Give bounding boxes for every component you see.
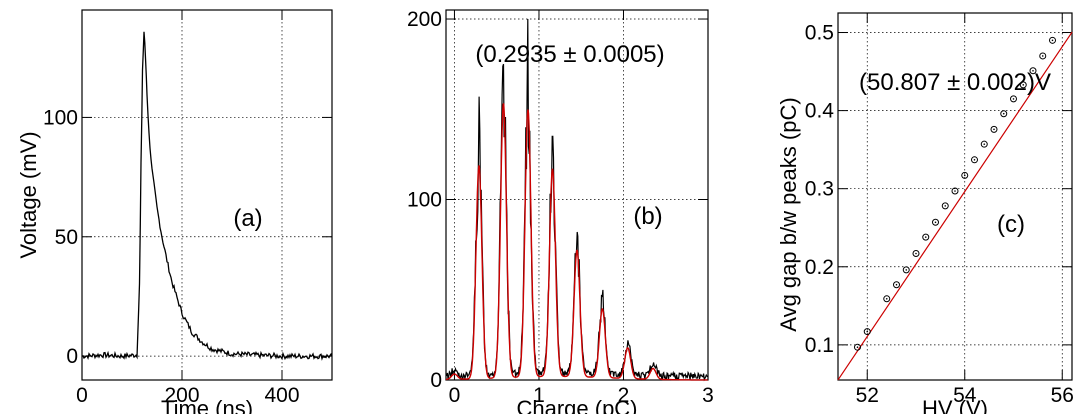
x-tick-label: 54	[953, 384, 977, 407]
data-point-center	[1032, 69, 1034, 72]
fit-line	[837, 31, 1073, 381]
fit-annotation: (0.2935 ± 0.0005)	[475, 41, 664, 68]
data-point	[912, 250, 920, 258]
data-point	[951, 187, 959, 195]
series-fit-curve	[445, 103, 708, 381]
x-tick-label: 3	[702, 384, 714, 407]
x-axis-label: Time (ns)	[161, 396, 253, 414]
data-point-center	[963, 174, 966, 177]
y-tick-label: 0.1	[805, 334, 834, 357]
axes-frame	[445, 9, 709, 381]
data-point	[961, 171, 969, 179]
panel-c: 52 54 56 0.1 0.2 0.3 0.4 0.5 HV (V) Avg gap b/w p…	[776, 12, 1074, 414]
data-point	[990, 125, 998, 133]
data-point	[863, 328, 871, 336]
data-point	[971, 156, 978, 164]
data-point	[932, 218, 939, 226]
series-waveform	[81, 31, 333, 361]
axes-frame	[837, 12, 1073, 381]
y-tick-label: 0.4	[805, 100, 835, 123]
y-axis-label: Voltage (mV)	[16, 131, 41, 258]
data-point	[980, 140, 988, 148]
panel-a: 0 200 400 0 50 100 Time (ns) Voltage (mV) (a)	[16, 9, 333, 414]
data-point-center	[1051, 39, 1054, 42]
y-tick-label: 100	[407, 189, 442, 212]
x-tick-label: 0	[76, 384, 88, 407]
data-point	[1010, 95, 1017, 103]
x-tick-label: 400	[264, 384, 299, 407]
data-point-center	[1022, 84, 1025, 86]
panel-label: (b)	[633, 203, 662, 230]
panel-label: (a)	[233, 205, 262, 232]
x-tick-label: 0	[449, 384, 461, 407]
y-tick-label: 0.2	[805, 256, 834, 279]
x-tick-label: 1	[533, 384, 545, 407]
data-point	[902, 266, 910, 274]
fit-annotation: (50.807 ± 0.002)V	[859, 69, 1051, 96]
x-tick-label: 200	[164, 384, 199, 407]
x-tick-label: 2	[618, 384, 630, 407]
data-point-center	[983, 143, 986, 145]
y-tick-label: 0	[66, 345, 78, 368]
data-point	[854, 343, 861, 351]
data-point-center	[895, 283, 898, 286]
data-point	[893, 281, 900, 289]
panel-label: (c)	[997, 211, 1025, 238]
data-point-center	[1002, 112, 1005, 115]
panel-b: 0 1 2 3 0 100 200 Charge (pC) (0.2935 ± 0.0005) (…	[407, 8, 714, 414]
y-tick-label: 200	[407, 8, 442, 31]
x-tick-label: 52	[856, 384, 879, 407]
data-point-center	[934, 221, 937, 224]
data-point-center	[885, 297, 888, 300]
data-point	[1049, 36, 1056, 44]
y-tick-label: 50	[55, 226, 78, 249]
data-point	[922, 233, 930, 241]
data-point	[941, 202, 949, 210]
series-data-histogram	[445, 18, 708, 382]
x-tick-label: 56	[1051, 384, 1074, 407]
data-point	[1000, 110, 1008, 118]
y-axis-label: Avg gap b/w peaks (pC)	[776, 97, 801, 331]
y-tick-label: 0.3	[805, 178, 834, 201]
data-point-center	[944, 205, 947, 207]
y-tick-label: 0.5	[805, 22, 834, 45]
data-point-center	[866, 330, 869, 333]
data-point-center	[905, 269, 908, 271]
y-tick-label: 0	[430, 369, 442, 392]
data-point-center	[993, 128, 995, 131]
x-axis-label: Charge (pC)	[516, 396, 637, 414]
data-point-center	[915, 252, 917, 255]
data-point-center	[973, 159, 976, 161]
data-point-center	[1012, 98, 1015, 100]
data-point	[1029, 67, 1037, 75]
data-point-center	[954, 190, 956, 192]
data-point	[883, 295, 891, 303]
data-point-center	[924, 236, 927, 238]
data-point-center	[1041, 55, 1044, 57]
x-axis-label: HV (V)	[922, 396, 988, 414]
data-point-center	[856, 346, 859, 349]
y-tick-label: 100	[43, 106, 78, 129]
data-point	[1019, 81, 1027, 89]
data-point	[1039, 52, 1047, 60]
axes-frame	[81, 9, 333, 381]
